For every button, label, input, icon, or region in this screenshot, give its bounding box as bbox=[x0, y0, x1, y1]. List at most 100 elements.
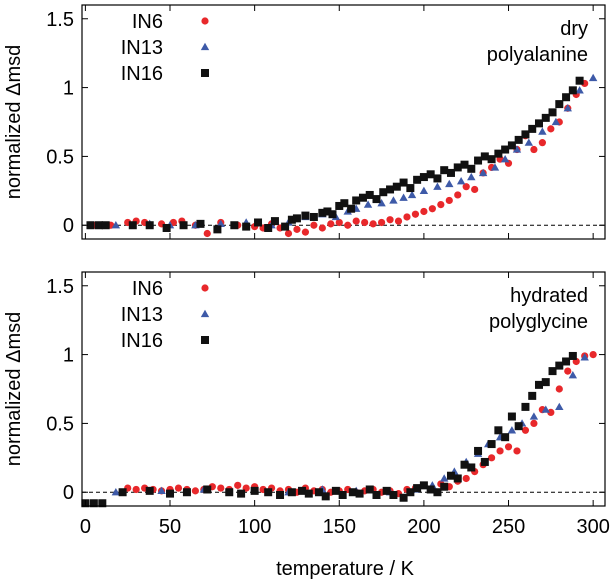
x-tick-label: 150 bbox=[323, 516, 356, 538]
data-point bbox=[196, 219, 205, 228]
legend-marker-in13 bbox=[200, 42, 210, 51]
data-point bbox=[419, 186, 429, 194]
plot-frame bbox=[81, 271, 606, 507]
data-point bbox=[462, 474, 470, 483]
data-point bbox=[528, 391, 537, 400]
data-point bbox=[111, 488, 121, 496]
data-point bbox=[270, 217, 279, 226]
legend-label-in13: IN13 bbox=[121, 304, 163, 326]
data-point bbox=[551, 117, 561, 126]
data-point bbox=[386, 185, 395, 194]
data-point bbox=[363, 200, 373, 208]
data-point bbox=[191, 487, 200, 495]
data-point bbox=[446, 471, 455, 480]
data-point bbox=[514, 422, 523, 431]
panel-hydrated-polyglycine: 0 50 100 150 200 250 300 0 0.5 1 1.5 normalized Δms… bbox=[3, 271, 610, 538]
data-point bbox=[281, 222, 290, 231]
data-point bbox=[534, 380, 543, 389]
data-point bbox=[487, 155, 496, 164]
data-point bbox=[344, 221, 352, 229]
data-point bbox=[276, 490, 285, 499]
data-point bbox=[580, 353, 589, 361]
y-axis-label: normalized Δmsd bbox=[3, 312, 25, 467]
data-point bbox=[389, 490, 398, 499]
data-point bbox=[348, 488, 357, 497]
y-tick-label: 1 bbox=[63, 78, 74, 100]
data-point bbox=[471, 185, 479, 194]
data-point bbox=[507, 141, 516, 150]
data-point bbox=[335, 201, 344, 210]
data-point bbox=[426, 485, 435, 494]
data-point bbox=[298, 486, 307, 495]
data-point bbox=[460, 460, 469, 469]
data-point bbox=[182, 488, 191, 497]
data-point bbox=[563, 104, 572, 112]
data-point bbox=[440, 166, 449, 175]
data-point bbox=[403, 213, 411, 221]
data-point bbox=[568, 371, 578, 379]
data-point bbox=[216, 219, 225, 228]
x-tick-label: 50 bbox=[159, 516, 181, 538]
data-point bbox=[162, 223, 171, 232]
data-point bbox=[394, 217, 403, 225]
data-point bbox=[547, 125, 555, 133]
data-point bbox=[340, 199, 349, 208]
data-point bbox=[568, 86, 577, 95]
data-point bbox=[318, 224, 326, 232]
data-point bbox=[555, 100, 564, 109]
data-point bbox=[555, 402, 564, 411]
panel-annotation: dry bbox=[560, 18, 588, 40]
data-point bbox=[365, 485, 374, 494]
data-point bbox=[496, 447, 504, 455]
data-point bbox=[514, 135, 523, 144]
data-point bbox=[456, 176, 466, 185]
data-point bbox=[413, 175, 422, 184]
data-point bbox=[487, 440, 496, 449]
data-point bbox=[145, 221, 154, 230]
y-tick-label: 1.5 bbox=[46, 276, 74, 298]
data-point bbox=[467, 164, 476, 173]
data-point bbox=[358, 193, 367, 202]
data-point bbox=[217, 484, 225, 492]
data-point bbox=[254, 218, 263, 227]
data-point bbox=[575, 86, 584, 94]
data-point bbox=[347, 204, 356, 213]
data-point bbox=[321, 492, 330, 501]
data-point bbox=[237, 489, 246, 498]
data-point bbox=[555, 361, 564, 370]
data-point bbox=[453, 163, 462, 172]
legend-marker-in6 bbox=[201, 17, 209, 25]
data-point bbox=[524, 138, 534, 146]
data-point bbox=[365, 190, 374, 199]
legend-marker-in13 bbox=[200, 309, 210, 318]
data-point bbox=[132, 485, 140, 494]
data-point bbox=[318, 208, 327, 217]
y-tick-label: 1.5 bbox=[46, 9, 74, 31]
data-point bbox=[562, 357, 571, 366]
data-point bbox=[301, 211, 310, 220]
data-point bbox=[111, 221, 121, 229]
data-point bbox=[166, 489, 175, 498]
data-point bbox=[507, 426, 517, 434]
data-point bbox=[512, 145, 522, 153]
data-point bbox=[419, 481, 428, 490]
data-point bbox=[264, 488, 273, 497]
data-point bbox=[352, 196, 361, 205]
x-axis-label: temperature / K bbox=[276, 558, 415, 580]
data-point bbox=[487, 454, 496, 462]
legend-label-in13: IN13 bbox=[121, 37, 163, 59]
data-point bbox=[98, 499, 107, 508]
data-point bbox=[406, 488, 415, 497]
data-point bbox=[413, 484, 422, 493]
data-point bbox=[379, 188, 388, 197]
data-point bbox=[101, 221, 110, 230]
data-point bbox=[399, 178, 408, 187]
data-point bbox=[174, 484, 183, 492]
data-point bbox=[501, 433, 510, 442]
data-point bbox=[480, 457, 489, 466]
data-point bbox=[372, 490, 381, 499]
data-point bbox=[534, 119, 543, 128]
data-point bbox=[293, 225, 301, 233]
data-point bbox=[230, 221, 239, 230]
